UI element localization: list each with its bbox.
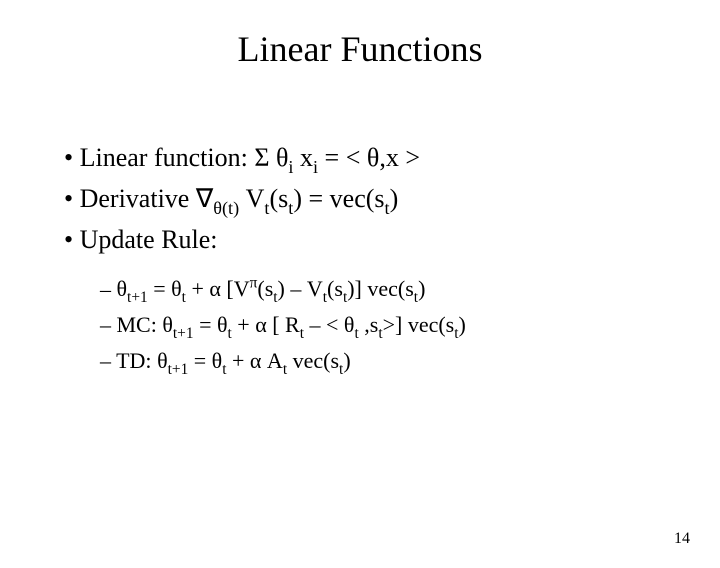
sub-bullet-list: – θt+1 = θt + α [Vπ(st) – Vt(st)] vec(st… [100,273,720,380]
sub-bullet-marker: – [100,312,117,337]
bullet-label: Derivative [80,184,196,213]
sub-bullet-expr: θt+1 = θt + α At vec(st) [157,348,351,373]
slide: Linear Functions • Linear function: Σ θi… [0,28,720,568]
sub-bullet-expr: θt+1 = θt + α [ Rt – < θt ,st>] vec(st) [162,312,466,337]
slide-title: Linear Functions [0,28,720,70]
bullet-label: Linear function: [80,143,255,172]
sub-bullet-item: – TD: θt+1 = θt + α At vec(st) [100,346,720,380]
sub-bullet-item: – θt+1 = θt + α [Vπ(st) – Vt(st)] vec(st… [100,273,720,308]
bullet-expr: Σ θi xi = < θ,x > [254,143,420,172]
bullet-item: • Derivative ∇θ(t) Vt(st) = vec(st) [64,181,720,220]
bullet-item: • Linear function: Σ θi xi = < θ,x > [64,140,720,179]
bullet-marker: • [64,184,80,213]
sub-bullet-marker: – [100,348,116,373]
bullet-list: • Linear function: Σ θi xi = < θ,x > • D… [64,140,720,380]
bullet-expr: ∇θ(t) Vt(st) = vec(st) [196,184,398,213]
sub-bullet-label: MC: [117,312,163,337]
bullet-label: Update Rule: [80,225,218,254]
sub-bullet-expr: θt+1 = θt + α [Vπ(st) – Vt(st)] vec(st) [117,276,426,301]
sub-bullet-marker: – [100,276,117,301]
sub-bullet-label: TD: [116,348,157,373]
bullet-item: • Update Rule: [64,222,720,257]
sub-bullet-item: – MC: θt+1 = θt + α [ Rt – < θt ,st>] ve… [100,310,720,344]
bullet-marker: • [64,143,80,172]
bullet-marker: • [64,225,80,254]
page-number: 14 [674,530,690,548]
